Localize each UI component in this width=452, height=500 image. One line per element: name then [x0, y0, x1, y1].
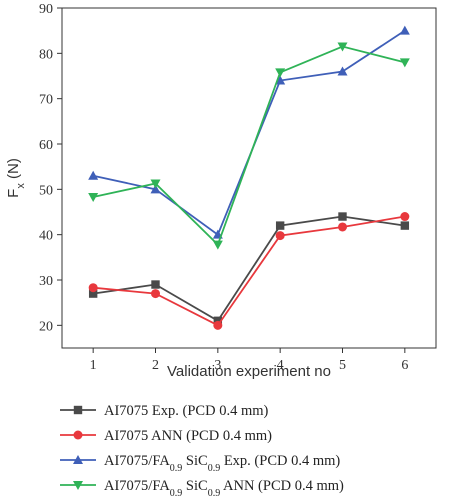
data-point [151, 280, 160, 289]
data-point [150, 184, 161, 194]
y-tick-label: 70 [39, 93, 53, 108]
series-1 [88, 212, 410, 325]
data-point [88, 193, 99, 203]
data-point [151, 289, 160, 299]
data-point [212, 240, 223, 250]
x-tick-label: 2 [152, 358, 159, 373]
data-point [337, 66, 348, 76]
y-axis-title: Fx (N) [5, 158, 27, 198]
y-tick-label: 60 [39, 138, 53, 153]
data-point [338, 222, 347, 232]
legend-marker [73, 405, 83, 415]
y-tick-label: 90 [39, 2, 53, 17]
legend-label: AI7075 ANN (PCD 0.4 mm) [104, 428, 272, 444]
legend-item-2: AI7075 ANN (PCD 0.4 mm) [60, 428, 272, 444]
x-axis-title: Validation experiment no [167, 363, 331, 380]
y-tick-label: 20 [39, 319, 53, 334]
series-line [92, 45, 406, 247]
data-point [399, 58, 410, 68]
legend-label: AI7075/FA0.9 SiC0.9 ANN (PCD 0.4 mm) [104, 478, 344, 499]
series-2 [88, 212, 410, 330]
series-layer [88, 25, 410, 330]
series-line [93, 215, 405, 327]
x-tick-label: 6 [401, 358, 408, 373]
x-tick-label: 1 [90, 358, 97, 373]
legend-item-4: AI7075/FA0.9 SiC0.9 ANN (PCD 0.4 mm) [60, 478, 344, 499]
legend-label: AI7075/FA0.9 SiC0.9 Exp. (PCD 0.4 mm) [104, 453, 340, 474]
series-line [93, 215, 405, 323]
data-point [337, 42, 348, 52]
data-point [275, 231, 285, 241]
x-tick-label: 5 [339, 358, 346, 373]
legend: AI7075 Exp. (PCD 0.4 mm) AI7075 ANN (PCD … [60, 403, 344, 499]
legend-marker [73, 430, 83, 440]
legend-label: AI7075 Exp. (PCD 0.4 mm) [104, 403, 269, 419]
legend-marker [73, 481, 83, 490]
y-tick-label: 80 [39, 47, 53, 62]
y-axis: 20 30 40 50 60 70 80 90 [39, 2, 62, 334]
series-3 [88, 25, 410, 239]
y-tick-label: 40 [39, 229, 53, 244]
data-point [338, 212, 347, 221]
plot-frame [61, 7, 437, 349]
data-point [213, 316, 223, 325]
data-point [275, 75, 286, 85]
data-point [88, 283, 98, 293]
data-point [213, 320, 223, 330]
legend-item-3: AI7075/FA0.9 SiC0.9 Exp. (PCD 0.4 mm) [60, 453, 340, 474]
data-point [275, 68, 286, 78]
x-tick-label: 3 [214, 358, 221, 373]
y-tick-label: 30 [39, 274, 53, 289]
legend-item-1: AI7075 Exp. (PCD 0.4 mm) [60, 403, 269, 419]
data-point [400, 212, 410, 222]
legend-marker [73, 455, 83, 464]
data-point [150, 179, 161, 189]
data-point [88, 170, 99, 180]
data-point [400, 221, 410, 230]
series-line [92, 29, 406, 237]
y-tick-label: 50 [39, 183, 53, 198]
data-point [275, 221, 285, 230]
x-tick-label: 4 [277, 358, 284, 373]
data-point [399, 25, 410, 35]
data-point [88, 289, 98, 298]
series-4 [88, 42, 410, 250]
x-axis: 1 2 3 4 5 6 [90, 348, 408, 373]
